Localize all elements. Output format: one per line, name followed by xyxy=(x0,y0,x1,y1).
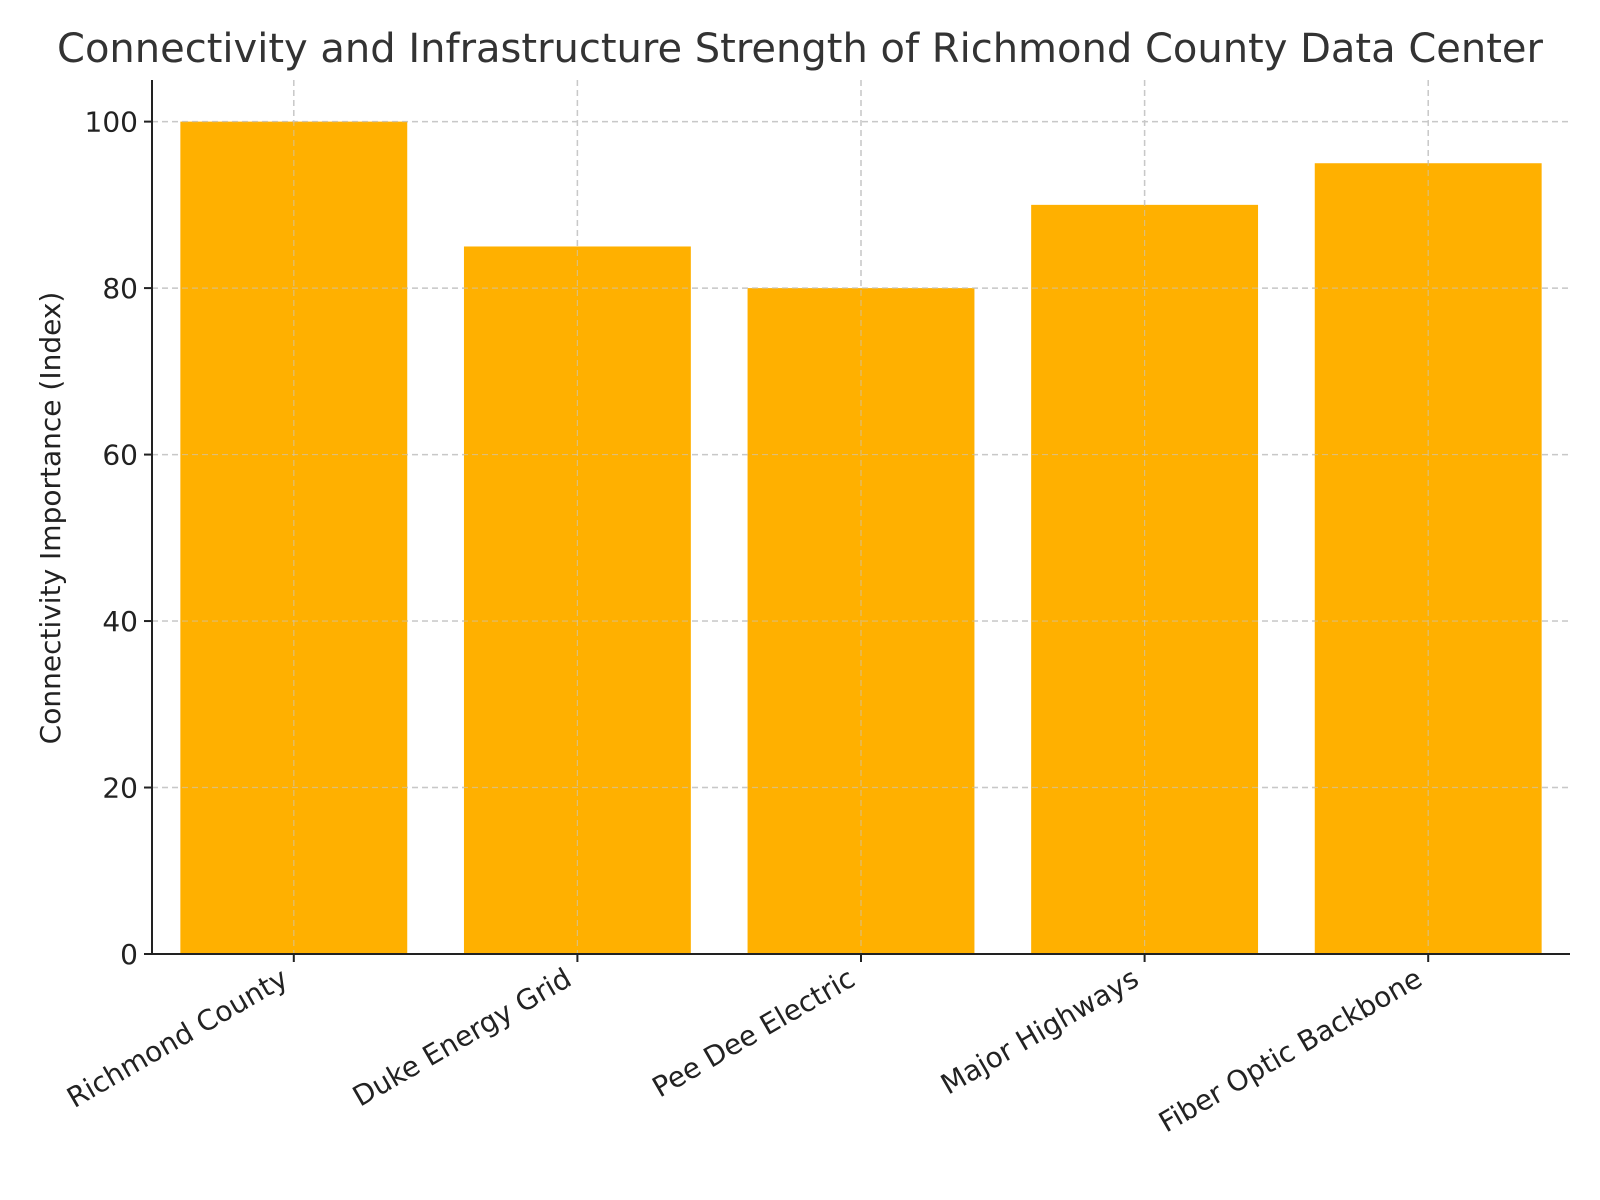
axes xyxy=(144,80,1570,962)
y-tick-label: 40 xyxy=(102,605,138,638)
x-tick-label: Major Highways xyxy=(935,961,1144,1101)
y-tick-label: 60 xyxy=(102,439,138,472)
x-tick-label: Richmond County xyxy=(61,961,293,1114)
x-tick-label: Duke Energy Grid xyxy=(347,961,577,1113)
x-tick-label: Fiber Optic Backbone xyxy=(1153,961,1428,1139)
y-tick-label: 0 xyxy=(120,938,138,971)
chart-title: Connectivity and Infrastructure Strength… xyxy=(57,26,1543,72)
x-tick-label: Pee Dee Electric xyxy=(647,961,861,1104)
y-tick-label: 80 xyxy=(102,272,138,305)
bar-richmond-county xyxy=(180,121,408,955)
y-axis-label: Connectivity Importance (Index) xyxy=(34,292,67,745)
y-tick-label: 20 xyxy=(102,772,138,805)
bars xyxy=(152,80,1570,955)
y-tick-label: 100 xyxy=(85,106,138,139)
bar-major-highways xyxy=(1031,204,1259,954)
